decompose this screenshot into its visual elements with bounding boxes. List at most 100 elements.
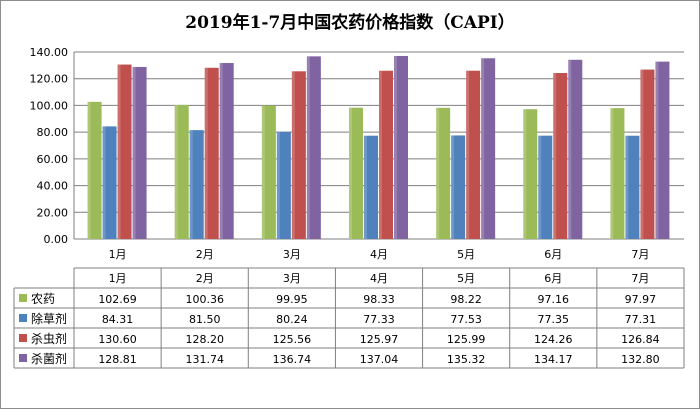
bar-农药 (349, 107, 363, 240)
bar-highlight (394, 55, 397, 240)
bar-杀虫剂 (640, 69, 655, 239)
bar-highlight (553, 73, 557, 239)
y-tick-label: 0.00 (44, 233, 69, 246)
bar-除草剂 (189, 130, 204, 239)
bar-农药 (436, 107, 451, 239)
bar-highlight (219, 63, 223, 239)
bar-杀菌剂 (219, 63, 234, 239)
table-cell: 80.24 (276, 313, 308, 326)
y-tick-label: 20.00 (37, 206, 69, 219)
table-cell: 136.74 (273, 353, 312, 366)
x-tick-label: 5月 (457, 248, 475, 261)
bar-除草剂 (625, 135, 640, 239)
x-tick-label: 4月 (370, 248, 388, 261)
table-cell: 125.97 (360, 333, 399, 346)
table-cell: 132.80 (621, 353, 660, 366)
bar-highlight (364, 135, 367, 239)
x-tick-label: 3月 (283, 248, 301, 261)
table-cell: 77.31 (625, 313, 657, 326)
legend-label: 杀菌剂 (31, 351, 67, 366)
bar-highlight (276, 131, 280, 239)
bar-highlight (189, 130, 193, 239)
bar-highlight (655, 61, 659, 239)
bar-杀菌剂 (132, 66, 147, 239)
table-cell: 102.69 (98, 293, 137, 306)
table-header-label: 2月 (196, 272, 214, 285)
bar-highlight (102, 126, 106, 239)
bar-highlight (625, 135, 629, 239)
bar-除草剂 (276, 131, 291, 239)
legend-swatch-杀菌剂 (19, 354, 27, 362)
legend-swatch-除草剂 (19, 314, 27, 322)
bar-highlight (379, 70, 382, 239)
legend-swatch-农药 (19, 294, 27, 302)
chart-title: 2019年1-7月中国农药价格指数（CAPI） (185, 13, 515, 33)
table-cell: 98.22 (450, 293, 482, 306)
table-cell: 137.04 (360, 353, 399, 366)
bar-highlight (523, 109, 527, 239)
bar-highlight (261, 105, 265, 239)
y-tick-label: 40.00 (37, 180, 69, 193)
bar-highlight (466, 70, 470, 240)
bar-除草剂 (538, 135, 553, 239)
y-tick-label: 140.00 (30, 46, 69, 59)
bar-除草剂 (364, 135, 378, 239)
bar-农药 (87, 101, 102, 239)
bar-杀虫剂 (291, 71, 306, 239)
bar-highlight (291, 71, 295, 239)
bar-highlight (568, 59, 572, 239)
table-header-label: 3月 (283, 272, 301, 285)
table-cell: 100.36 (185, 293, 224, 306)
table-cell: 131.74 (185, 353, 224, 366)
bar-highlight (204, 67, 208, 239)
bar-highlight (640, 69, 644, 239)
bar-农药 (261, 105, 276, 239)
table-cell: 84.31 (102, 313, 134, 326)
table-cell: 124.26 (534, 333, 573, 346)
bar-highlight (132, 66, 136, 239)
bar-杀菌剂 (481, 58, 496, 239)
table-cell: 125.99 (447, 333, 486, 346)
bar-highlight (117, 64, 121, 239)
table-cell: 77.53 (450, 313, 482, 326)
table-header-label: 6月 (544, 272, 562, 285)
table-cell: 77.35 (538, 313, 570, 326)
table-cell: 130.60 (98, 333, 137, 346)
legend-swatch-杀虫剂 (19, 334, 27, 342)
table-cell: 125.56 (273, 333, 312, 346)
bar-杀菌剂 (394, 55, 408, 240)
bar-杀菌剂 (655, 61, 670, 239)
legend-label: 农药 (31, 292, 55, 306)
table-cell: 126.84 (621, 333, 660, 346)
bar-highlight (451, 135, 455, 239)
table-cell: 128.81 (98, 353, 137, 366)
bar-highlight (610, 108, 614, 239)
bar-highlight (436, 107, 440, 239)
bar-杀虫剂 (117, 64, 132, 239)
bar-highlight (538, 135, 542, 239)
table-cell: 135.32 (447, 353, 486, 366)
table-cell: 128.20 (185, 333, 224, 346)
legend-label: 除草剂 (31, 311, 67, 326)
legend-label: 杀虫剂 (31, 331, 67, 346)
bar-杀菌剂 (568, 59, 583, 239)
table-cell: 97.16 (538, 293, 570, 306)
table-header-label: 4月 (370, 272, 388, 285)
bar-农药 (174, 104, 189, 239)
bar-highlight (481, 58, 485, 239)
bar-除草剂 (451, 135, 466, 239)
table-cell: 81.50 (189, 313, 221, 326)
bar-highlight (349, 107, 352, 240)
bar-highlight (87, 101, 91, 239)
bar-除草剂 (102, 126, 117, 239)
x-tick-label: 1月 (109, 248, 127, 261)
x-tick-label: 6月 (544, 248, 562, 261)
bar-杀虫剂 (379, 70, 393, 239)
table-cell: 99.95 (276, 293, 308, 306)
table-cell: 134.17 (534, 353, 573, 366)
y-tick-label: 100.00 (30, 99, 69, 112)
table-cell: 77.33 (363, 313, 395, 326)
table-cell: 98.33 (363, 293, 395, 306)
bar-杀虫剂 (466, 70, 481, 240)
